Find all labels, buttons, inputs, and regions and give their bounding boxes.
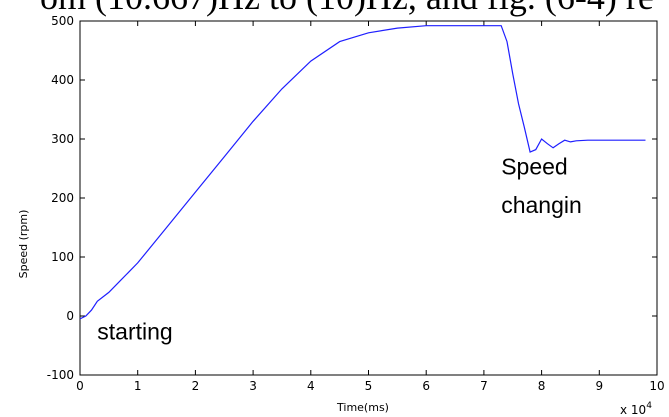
y-tick-label: 200 [51, 191, 74, 205]
annotation-label: changin [501, 192, 582, 218]
annotations: starting Speed changin [97, 153, 581, 344]
x-tick-label: 8 [538, 379, 546, 393]
y-tick-label: 300 [51, 132, 74, 146]
x-tick-label: 6 [422, 379, 430, 393]
speed-series-line [79, 25, 646, 320]
x-axis-multiplier: x 104 [620, 401, 652, 417]
x-multiplier-base: x 10 [620, 403, 646, 417]
x-axis-label: Time(ms) [336, 401, 389, 414]
x-tick-label: 10 [649, 379, 664, 393]
x-tick-label: 4 [307, 379, 315, 393]
caption-fragment: om (10.667)Hz to (10)Hz, and fig. (6-4) … [40, 0, 669, 18]
x-multiplier-exponent: 4 [646, 401, 652, 411]
y-tick-label: 400 [51, 73, 74, 87]
annotation-label: Speed [501, 153, 568, 179]
x-tick-label: 9 [595, 379, 603, 393]
y-tick-label: 100 [51, 250, 74, 264]
x-axis-ticks: 0 1 2 3 4 5 6 7 8 9 10 [76, 21, 665, 393]
y-tick-label: -100 [47, 368, 74, 382]
y-tick-label: 500 [51, 14, 74, 28]
x-tick-label: 0 [76, 379, 84, 393]
x-tick-label: 2 [192, 379, 200, 393]
y-tick-label: 0 [66, 309, 74, 323]
x-tick-label: 1 [134, 379, 142, 393]
x-tick-label: 3 [249, 379, 257, 393]
y-axis-ticks: -100 0 100 200 300 400 500 [47, 14, 657, 382]
x-tick-label: 7 [480, 379, 488, 393]
x-tick-label: 5 [365, 379, 373, 393]
y-axis-label: Speed (rpm) [17, 210, 30, 279]
annotation-label: starting [97, 319, 172, 345]
